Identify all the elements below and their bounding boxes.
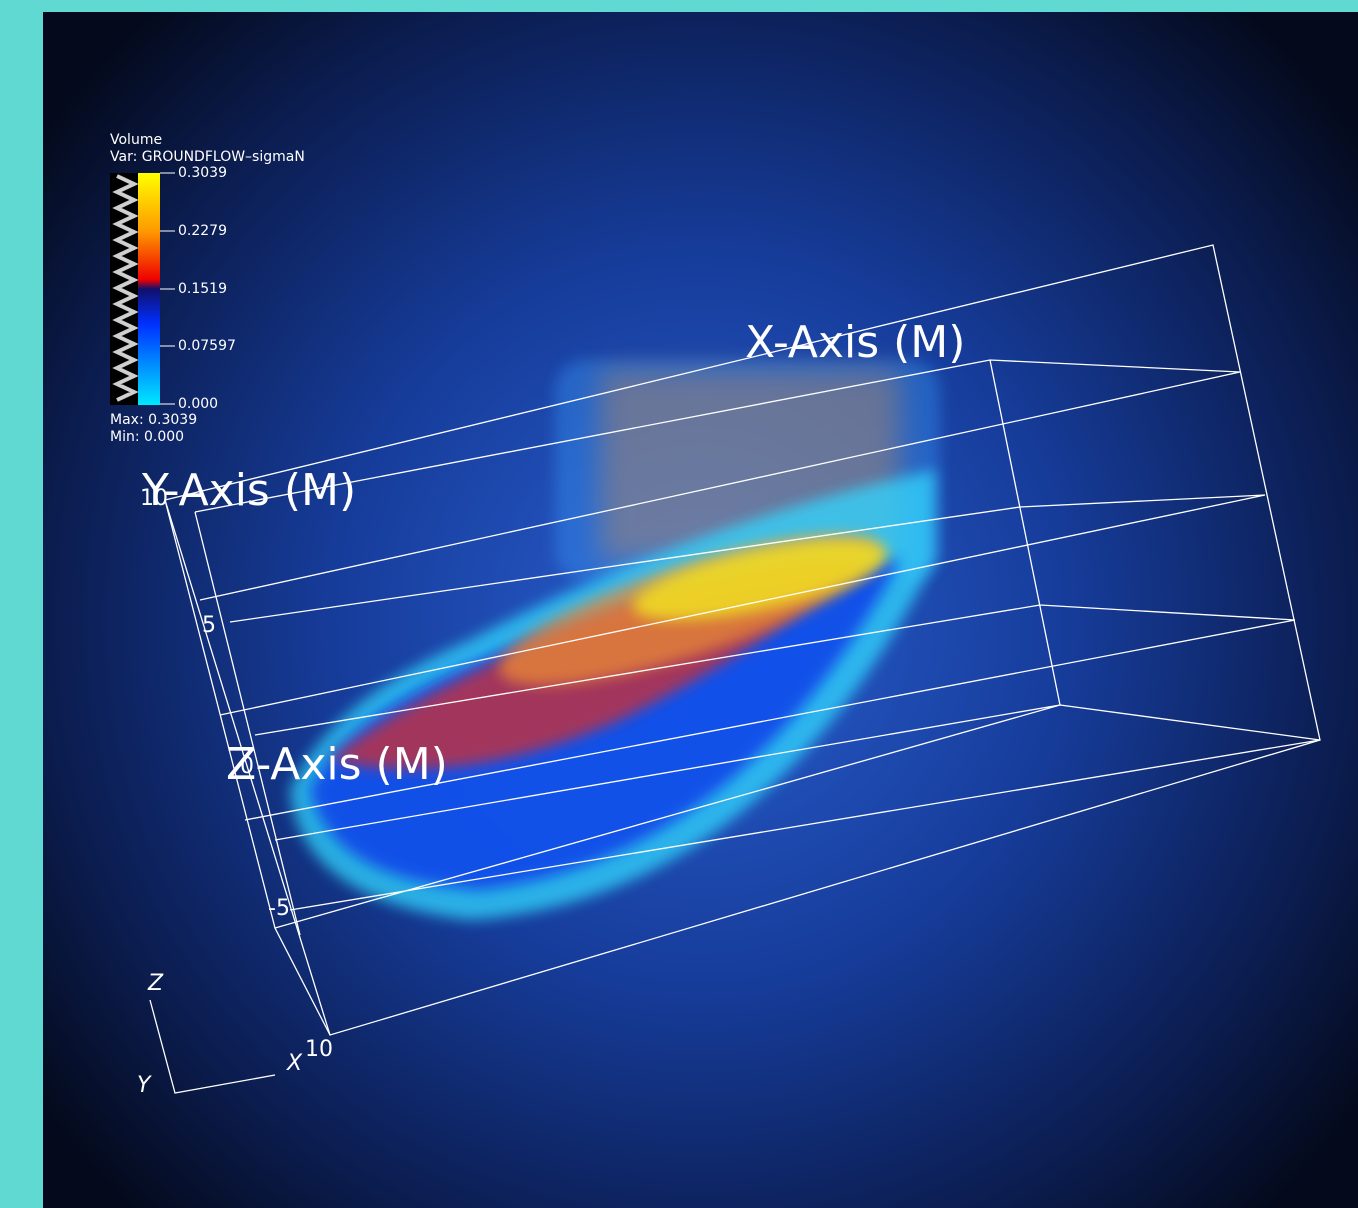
legend-min: Min: 0.000 <box>110 429 184 445</box>
triad-z: Z <box>147 971 164 996</box>
y-tick-label: 10 <box>140 486 168 511</box>
y-axis-title: Y-Axis (M) <box>141 465 356 516</box>
x-axis-title: X-Axis (M) <box>745 317 965 368</box>
screenshot: Volume Var: GROUNDFLOW–sigmaN 0.3039 0.2… <box>0 0 1358 1208</box>
z-axis-title: Z-Axis (M) <box>226 739 448 790</box>
x-tick-label: 10 <box>305 1037 333 1062</box>
triad-x: X <box>286 1051 303 1076</box>
legend-tick: 0.000 <box>178 396 218 412</box>
legend-max: Max: 0.3039 <box>110 412 197 428</box>
legend-title: Volume <box>110 132 162 148</box>
legend-tick: 0.1519 <box>178 281 227 297</box>
page: {"legend": {"title": "Volume", "variable… <box>0 0 1358 1208</box>
z-tick-label: 0 <box>240 754 254 779</box>
legend-tick: 0.2279 <box>178 223 227 239</box>
z-tick-label: 5 <box>202 613 216 638</box>
colorbar <box>138 173 160 405</box>
legend-tick: 0.3039 <box>178 165 227 181</box>
z-tick-label: -5 <box>268 896 290 921</box>
legend-tick: 0.07597 <box>178 338 236 354</box>
legend-variable: Var: GROUNDFLOW–sigmaN <box>110 149 305 165</box>
triad-y: Y <box>137 1073 152 1098</box>
